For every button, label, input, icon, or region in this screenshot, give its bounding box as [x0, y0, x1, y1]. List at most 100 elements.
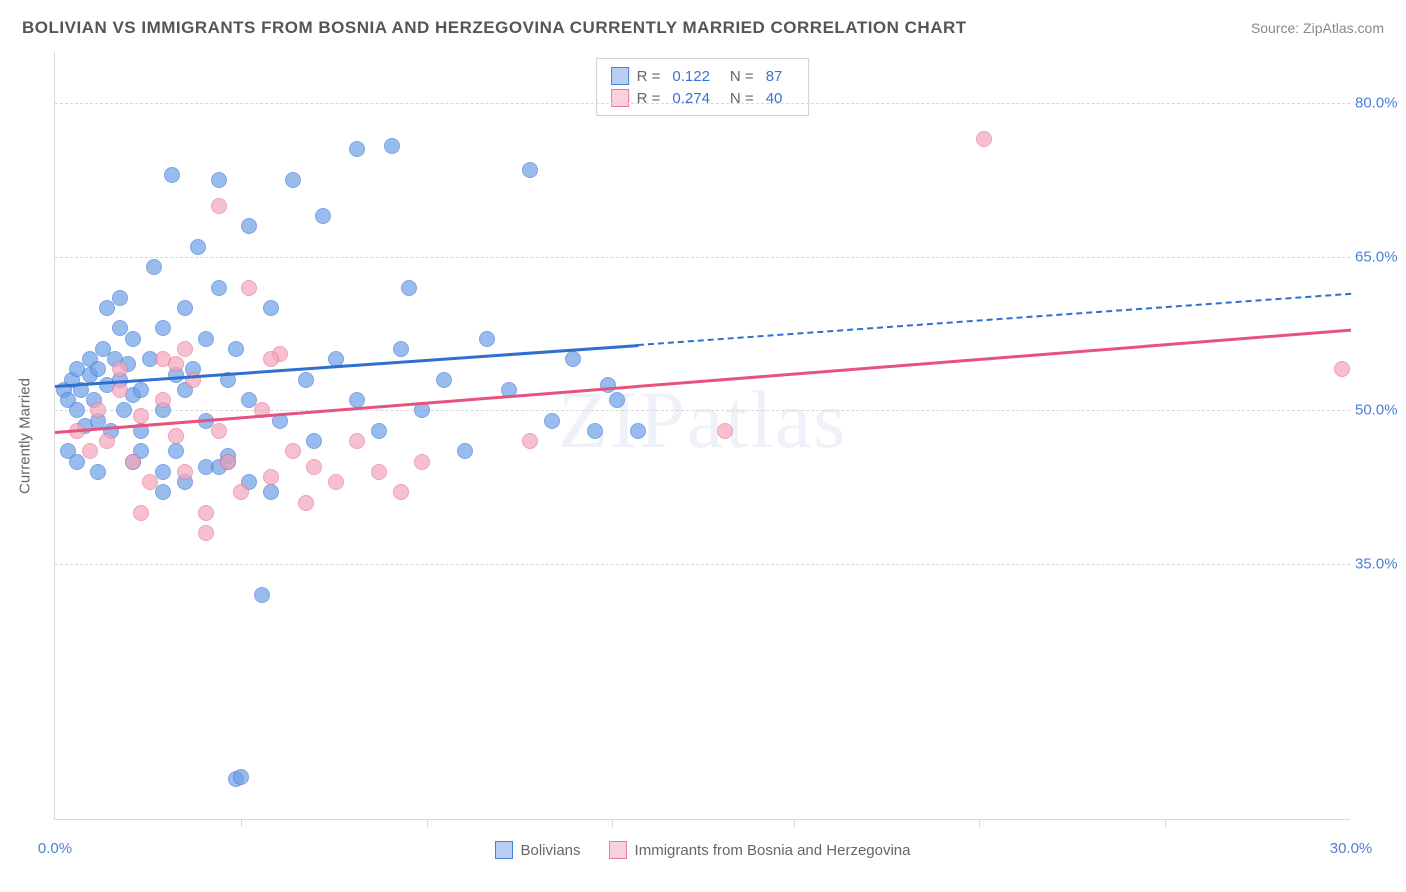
- scatter-point: [306, 459, 322, 475]
- scatter-point: [164, 167, 180, 183]
- scatter-point: [414, 454, 430, 470]
- grid-line: [55, 103, 1350, 104]
- scatter-point: [155, 392, 171, 408]
- x-minor-tick: [794, 819, 795, 827]
- scatter-point: [609, 392, 625, 408]
- x-minor-tick: [612, 819, 613, 827]
- scatter-point: [90, 402, 106, 418]
- scatter-point: [306, 433, 322, 449]
- scatter-point: [263, 469, 279, 485]
- scatter-point: [522, 433, 538, 449]
- scatter-point: [125, 454, 141, 470]
- scatter-point: [99, 433, 115, 449]
- series-legend: Bolivians Immigrants from Bosnia and Her…: [495, 841, 911, 859]
- scatter-point: [177, 464, 193, 480]
- scatter-point: [220, 454, 236, 470]
- scatter-point: [168, 443, 184, 459]
- scatter-point: [479, 331, 495, 347]
- x-minor-tick: [979, 819, 980, 827]
- x-tick-label: 30.0%: [1330, 840, 1373, 857]
- scatter-point: [544, 413, 560, 429]
- scatter-point: [233, 484, 249, 500]
- scatter-point: [233, 769, 249, 785]
- correlation-legend: R =0.122 N =87 R =0.274 N =40: [596, 58, 810, 116]
- scatter-point: [285, 443, 301, 459]
- y-tick-label: 50.0%: [1355, 402, 1406, 419]
- scatter-point: [133, 382, 149, 398]
- scatter-point: [190, 239, 206, 255]
- scatter-point: [211, 423, 227, 439]
- scatter-point: [133, 505, 149, 521]
- scatter-point: [142, 474, 158, 490]
- scatter-point: [69, 402, 85, 418]
- scatter-point: [155, 484, 171, 500]
- trend-line: [55, 328, 1351, 433]
- scatter-point: [211, 280, 227, 296]
- scatter-point: [285, 172, 301, 188]
- scatter-point: [99, 300, 115, 316]
- scatter-point: [177, 341, 193, 357]
- y-tick-label: 35.0%: [1355, 556, 1406, 573]
- grid-line: [55, 257, 1350, 258]
- legend-swatch-0: [611, 67, 629, 85]
- scatter-point: [198, 525, 214, 541]
- scatter-point: [90, 361, 106, 377]
- scatter-point: [436, 372, 452, 388]
- scatter-point: [198, 331, 214, 347]
- scatter-point: [211, 172, 227, 188]
- chart-plot-area: Currently Married ZIPatlas R =0.122 N =8…: [54, 52, 1350, 820]
- scatter-point: [241, 280, 257, 296]
- legend-bottom-swatch-1: [609, 841, 627, 859]
- scatter-point: [263, 351, 279, 367]
- scatter-point: [125, 331, 141, 347]
- scatter-point: [630, 423, 646, 439]
- scatter-point: [112, 382, 128, 398]
- scatter-point: [457, 443, 473, 459]
- scatter-point: [315, 208, 331, 224]
- x-tick-label: 0.0%: [38, 840, 72, 857]
- scatter-point: [241, 218, 257, 234]
- scatter-point: [146, 259, 162, 275]
- scatter-point: [198, 505, 214, 521]
- scatter-point: [298, 372, 314, 388]
- scatter-point: [1334, 361, 1350, 377]
- scatter-point: [401, 280, 417, 296]
- scatter-point: [116, 402, 132, 418]
- legend-bottom-swatch-0: [495, 841, 513, 859]
- scatter-point: [263, 484, 279, 500]
- legend-row-series-1: R =0.274 N =40: [611, 87, 795, 109]
- scatter-point: [112, 361, 128, 377]
- scatter-point: [393, 341, 409, 357]
- legend-item-1: Immigrants from Bosnia and Herzegovina: [609, 841, 911, 859]
- scatter-point: [211, 198, 227, 214]
- scatter-point: [298, 495, 314, 511]
- scatter-point: [112, 320, 128, 336]
- grid-line: [55, 564, 1350, 565]
- legend-row-series-0: R =0.122 N =87: [611, 65, 795, 87]
- y-tick-label: 65.0%: [1355, 248, 1406, 265]
- scatter-point: [587, 423, 603, 439]
- x-minor-tick: [241, 819, 242, 827]
- scatter-point: [112, 290, 128, 306]
- scatter-point: [522, 162, 538, 178]
- legend-swatch-1: [611, 89, 629, 107]
- scatter-point: [717, 423, 733, 439]
- source-attribution: Source: ZipAtlas.com: [1251, 20, 1384, 36]
- x-minor-tick: [1165, 819, 1166, 827]
- trend-line: [55, 344, 638, 387]
- scatter-point: [90, 464, 106, 480]
- scatter-point: [328, 474, 344, 490]
- y-tick-label: 80.0%: [1355, 95, 1406, 112]
- scatter-point: [393, 484, 409, 500]
- y-axis-label: Currently Married: [17, 378, 34, 494]
- scatter-point: [228, 341, 244, 357]
- legend-item-0: Bolivians: [495, 841, 581, 859]
- scatter-point: [177, 300, 193, 316]
- scatter-point: [168, 356, 184, 372]
- scatter-point: [82, 443, 98, 459]
- scatter-point: [600, 377, 616, 393]
- scatter-point: [384, 138, 400, 154]
- scatter-point: [371, 423, 387, 439]
- scatter-point: [155, 464, 171, 480]
- chart-title: BOLIVIAN VS IMMIGRANTS FROM BOSNIA AND H…: [22, 18, 967, 38]
